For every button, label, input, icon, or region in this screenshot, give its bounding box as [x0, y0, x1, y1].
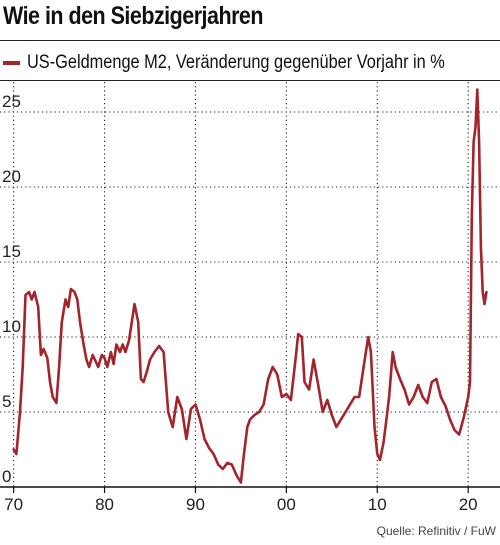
- x-tick-label: 80: [95, 495, 114, 514]
- legend-divider: [0, 80, 500, 81]
- y-tick-label: 10: [2, 317, 21, 336]
- y-tick-label: 5: [2, 392, 11, 411]
- y-tick-label: 0: [2, 467, 11, 486]
- series-line-0: [12, 88, 488, 484]
- x-tick-label: 70: [4, 495, 23, 514]
- x-tick-label: 90: [186, 495, 205, 514]
- chart-title: Wie in den Siebzigerjahren: [3, 2, 263, 30]
- grid: [0, 82, 500, 487]
- source-note: Quelle: Refinitiv / FuW: [376, 524, 496, 538]
- y-tick-label: 20: [2, 167, 21, 186]
- y-tick-label: 25: [2, 92, 21, 111]
- series-group: [12, 88, 488, 484]
- x-tick-label: 10: [368, 495, 387, 514]
- title-divider: [0, 40, 500, 41]
- y-tick-label: 15: [2, 242, 21, 261]
- legend-label: US-Geldmenge M2, Veränderung gegenüber V…: [27, 52, 445, 73]
- x-tick-label: 00: [277, 495, 296, 514]
- tick-labels: 0 5 10 15 20 25 70 80 90 00 10 20: [2, 92, 478, 514]
- legend-swatch: [3, 61, 20, 65]
- x-tick-label: 20: [459, 495, 478, 514]
